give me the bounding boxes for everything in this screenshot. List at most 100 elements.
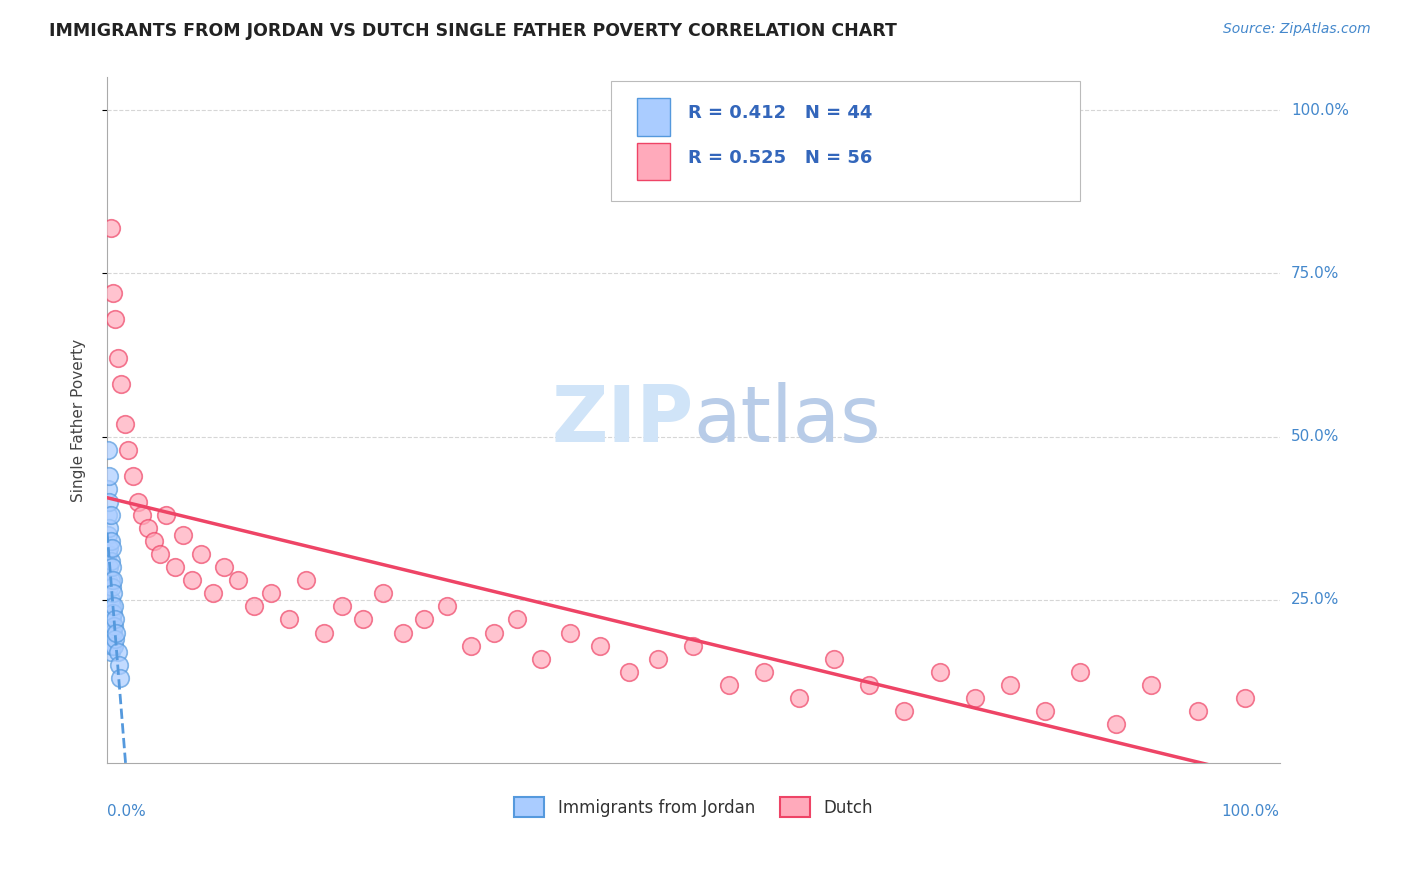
Point bbox=[352, 612, 374, 626]
Point bbox=[98, 580, 121, 594]
Point bbox=[98, 599, 121, 614]
Point bbox=[963, 690, 986, 705]
Point bbox=[101, 586, 124, 600]
Point bbox=[98, 495, 121, 509]
Text: R = 0.525   N = 56: R = 0.525 N = 56 bbox=[688, 149, 872, 167]
Point bbox=[101, 625, 124, 640]
Point bbox=[101, 285, 124, 300]
Point bbox=[530, 651, 553, 665]
Point bbox=[312, 625, 335, 640]
Point bbox=[1233, 690, 1256, 705]
Point bbox=[1033, 704, 1056, 718]
Point bbox=[893, 704, 915, 718]
Point bbox=[214, 560, 236, 574]
FancyBboxPatch shape bbox=[612, 81, 1080, 201]
Point bbox=[647, 651, 669, 665]
Point bbox=[560, 625, 582, 640]
Point bbox=[228, 574, 250, 588]
Point bbox=[100, 645, 122, 659]
Point bbox=[1069, 665, 1091, 679]
Point bbox=[787, 690, 810, 705]
Point bbox=[127, 495, 149, 509]
Text: 100.0%: 100.0% bbox=[1291, 103, 1348, 118]
Point bbox=[482, 625, 505, 640]
Point bbox=[100, 534, 122, 549]
Point bbox=[858, 678, 880, 692]
Text: R = 0.412   N = 44: R = 0.412 N = 44 bbox=[688, 103, 872, 122]
Point bbox=[998, 678, 1021, 692]
Point bbox=[682, 639, 704, 653]
Point bbox=[100, 574, 122, 588]
Point bbox=[155, 508, 177, 522]
Point bbox=[100, 619, 122, 633]
Point bbox=[100, 580, 122, 594]
Point bbox=[103, 599, 125, 614]
Point bbox=[180, 574, 202, 588]
Point bbox=[752, 665, 775, 679]
Point bbox=[412, 612, 434, 626]
Point bbox=[190, 547, 212, 561]
Point bbox=[107, 658, 129, 673]
Text: Source: ZipAtlas.com: Source: ZipAtlas.com bbox=[1223, 22, 1371, 37]
Point bbox=[104, 632, 127, 646]
Point bbox=[117, 442, 139, 457]
Point bbox=[122, 468, 145, 483]
Point bbox=[114, 417, 136, 431]
Text: 25.0%: 25.0% bbox=[1291, 592, 1339, 607]
Point bbox=[588, 639, 610, 653]
Point bbox=[617, 665, 640, 679]
Point bbox=[98, 560, 121, 574]
Text: 0.0%: 0.0% bbox=[107, 805, 146, 819]
Point bbox=[97, 547, 120, 561]
Point bbox=[506, 612, 529, 626]
Point bbox=[110, 377, 132, 392]
Point bbox=[1187, 704, 1209, 718]
Point bbox=[295, 574, 318, 588]
Point bbox=[172, 527, 194, 541]
FancyBboxPatch shape bbox=[637, 98, 669, 136]
Point bbox=[107, 351, 129, 366]
Point bbox=[98, 521, 121, 535]
Point bbox=[105, 625, 128, 640]
Point bbox=[823, 651, 845, 665]
Point bbox=[101, 574, 124, 588]
Point bbox=[103, 619, 125, 633]
Point bbox=[101, 606, 124, 620]
Point bbox=[100, 592, 122, 607]
Point bbox=[100, 632, 122, 646]
Point bbox=[928, 665, 950, 679]
Text: ZIP: ZIP bbox=[551, 383, 693, 458]
Point bbox=[97, 508, 120, 522]
Point bbox=[260, 586, 283, 600]
Point bbox=[391, 625, 413, 640]
Point bbox=[103, 639, 125, 653]
Point bbox=[1139, 678, 1161, 692]
Text: 75.0%: 75.0% bbox=[1291, 266, 1339, 281]
Point bbox=[100, 508, 122, 522]
Point bbox=[165, 560, 187, 574]
Point bbox=[100, 560, 122, 574]
Point bbox=[1104, 717, 1126, 731]
Point bbox=[100, 639, 122, 653]
Point bbox=[717, 678, 740, 692]
Point bbox=[131, 508, 153, 522]
Point bbox=[100, 625, 122, 640]
Y-axis label: Single Father Poverty: Single Father Poverty bbox=[72, 339, 86, 502]
Point bbox=[242, 599, 264, 614]
Point bbox=[97, 442, 120, 457]
Point bbox=[97, 574, 120, 588]
Point bbox=[100, 220, 122, 235]
FancyBboxPatch shape bbox=[637, 143, 669, 180]
Point bbox=[277, 612, 299, 626]
Point bbox=[460, 639, 482, 653]
Text: 50.0%: 50.0% bbox=[1291, 429, 1339, 444]
Point bbox=[97, 527, 120, 541]
Text: atlas: atlas bbox=[693, 383, 882, 458]
Point bbox=[100, 599, 122, 614]
Point bbox=[149, 547, 172, 561]
Point bbox=[98, 625, 121, 640]
Point bbox=[98, 468, 121, 483]
Point bbox=[100, 554, 122, 568]
Legend: Immigrants from Jordan, Dutch: Immigrants from Jordan, Dutch bbox=[508, 791, 879, 823]
Point bbox=[100, 541, 122, 555]
